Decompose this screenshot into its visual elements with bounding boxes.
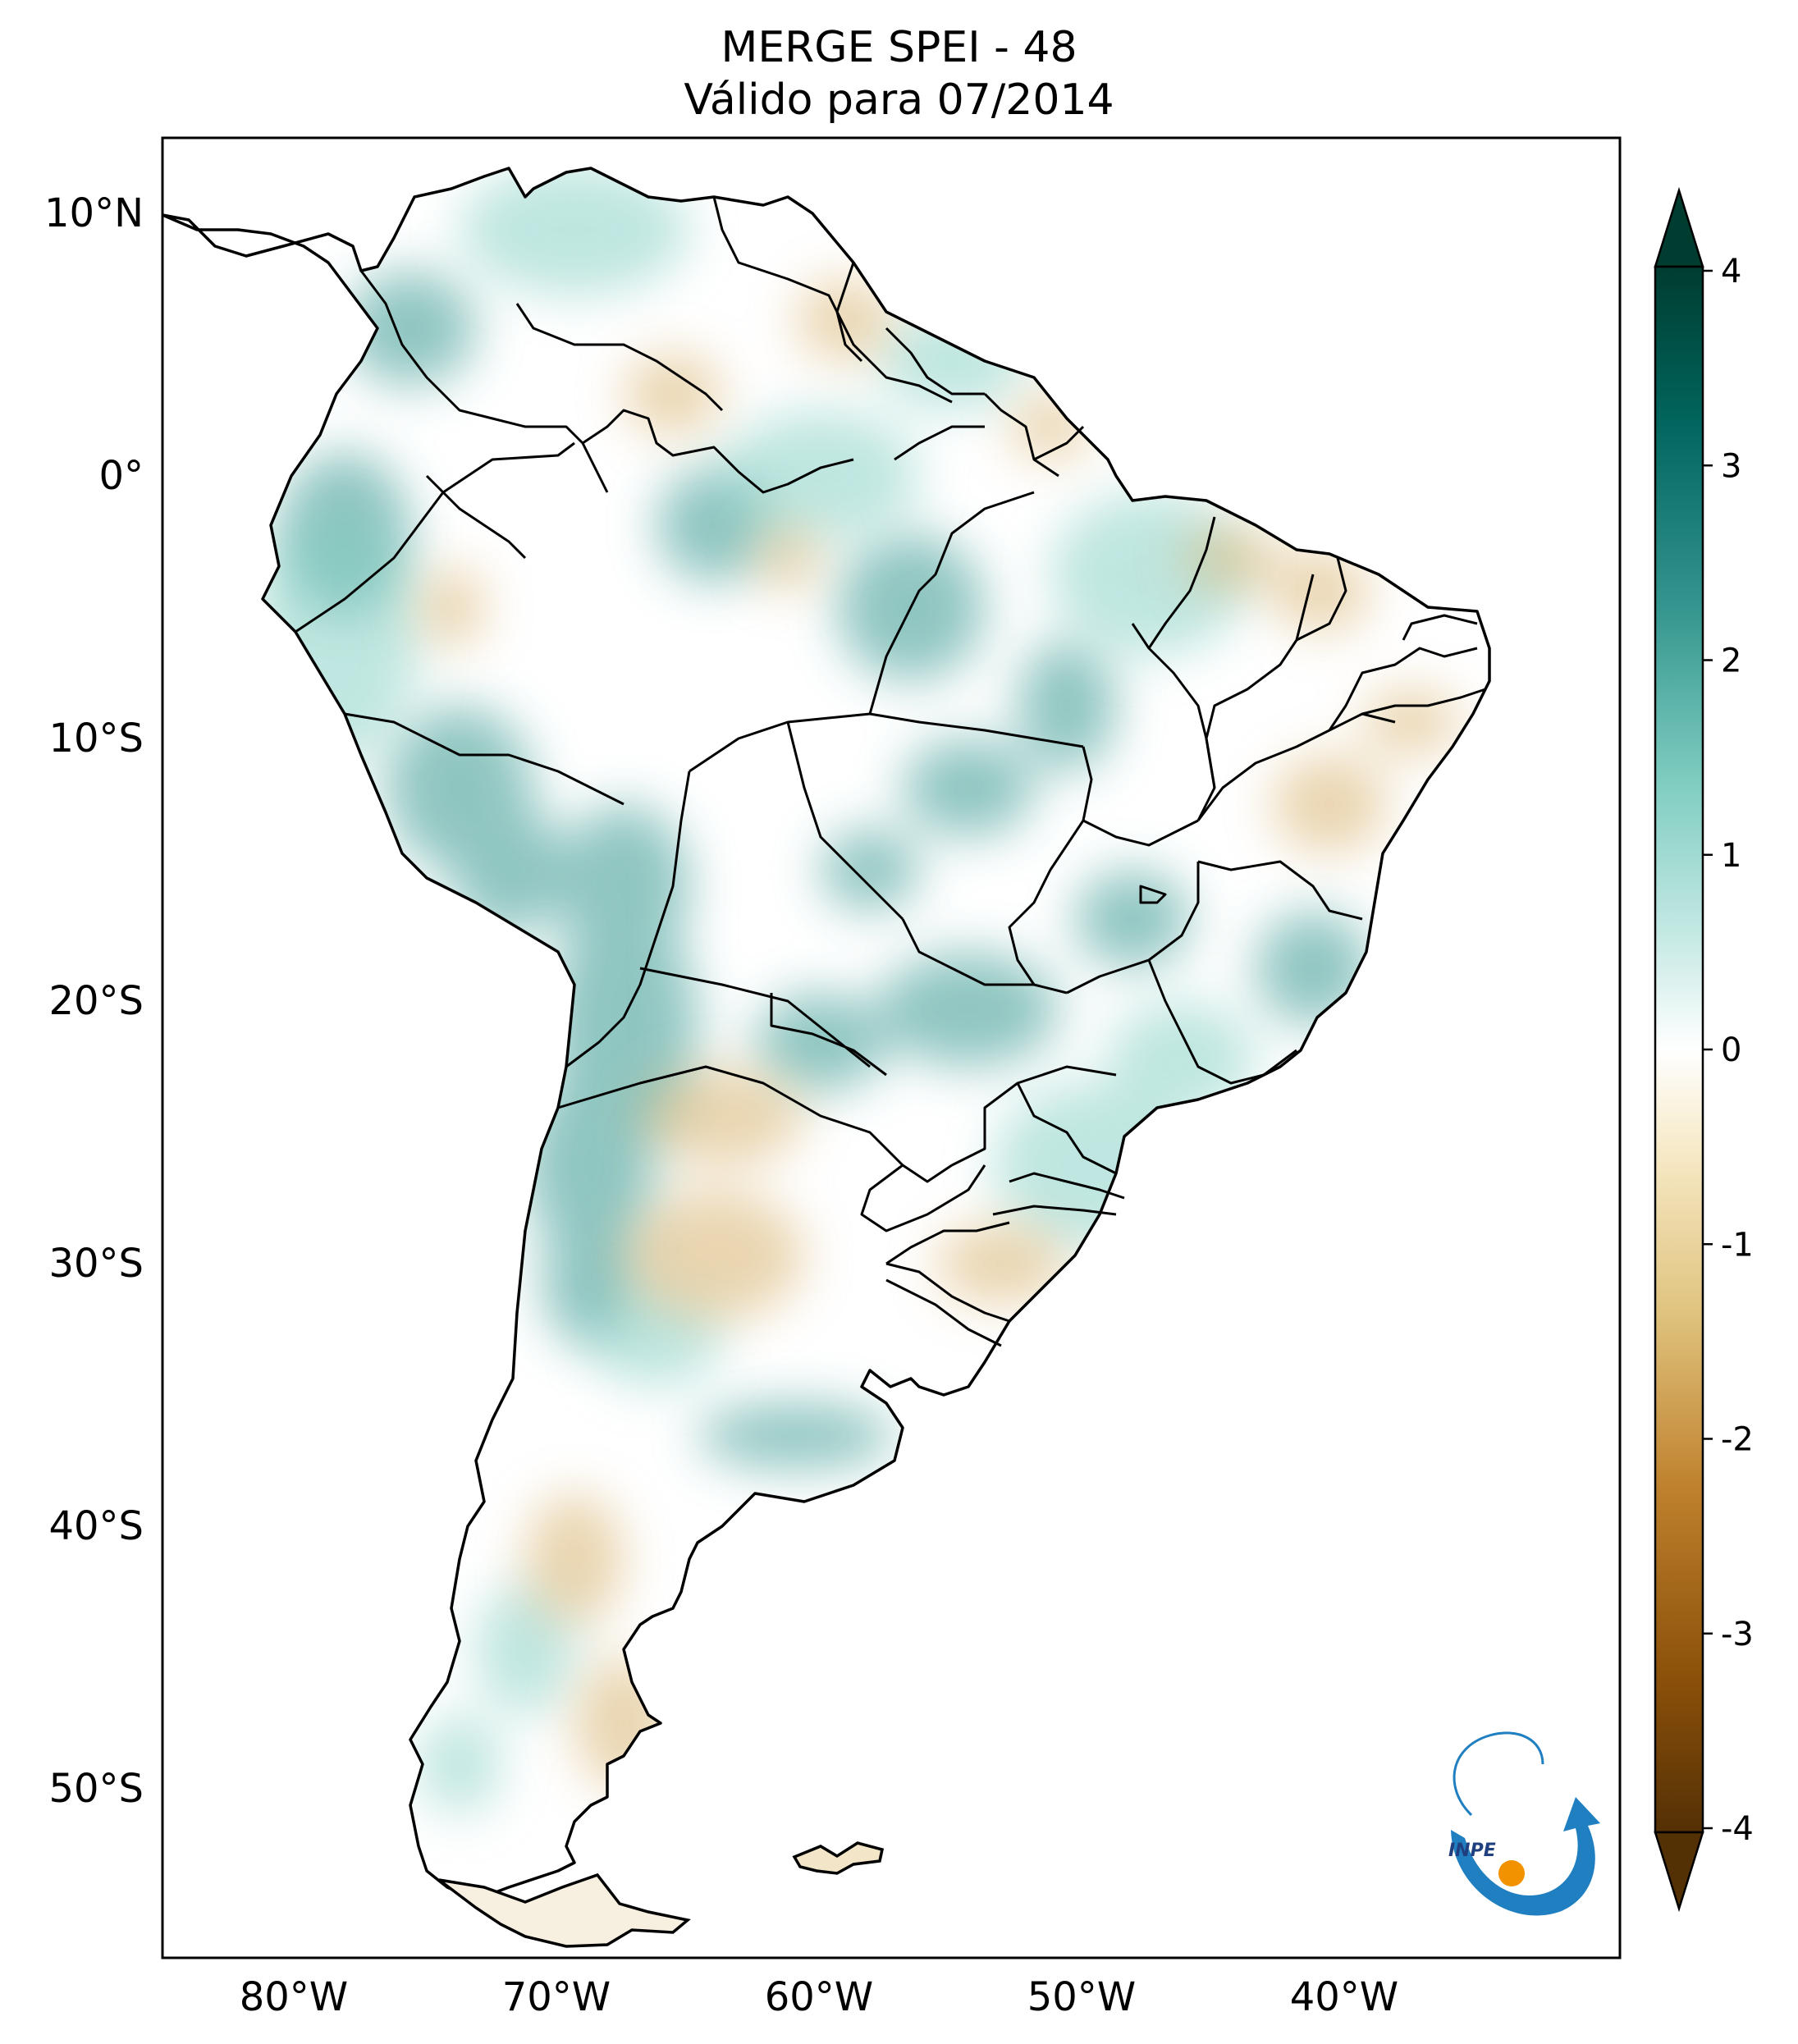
border-line <box>868 491 1035 715</box>
longitude-tick-labels: 80°W 70°W 60°W 50°W 40°W <box>240 1974 1399 2020</box>
border-line <box>565 771 691 1068</box>
border-line <box>344 712 624 806</box>
lat-tick-label: 0° <box>98 453 144 499</box>
border-line <box>1402 614 1478 641</box>
border-line <box>1009 1172 1125 1200</box>
border-line <box>1328 647 1478 731</box>
colorbar-tick-label: -4 <box>1721 1810 1754 1848</box>
border-line <box>1082 819 1199 847</box>
lat-tick-label: 10°N <box>44 190 144 236</box>
colorbar-tick-label: 2 <box>1721 642 1741 680</box>
border-line <box>712 196 953 404</box>
country-and-state-borders <box>295 196 1486 1347</box>
border-line <box>885 1278 1002 1347</box>
lat-tick-label: 10°S <box>48 716 144 761</box>
lon-tick-label: 40°W <box>1290 1974 1399 2020</box>
border-line <box>295 441 575 633</box>
colorbar-tick-label: 1 <box>1721 837 1741 875</box>
border-line <box>770 993 887 1077</box>
lon-tick-label: 60°W <box>765 1974 874 2020</box>
colorbar-upper-extension <box>1654 186 1704 268</box>
border-line <box>557 1065 953 1183</box>
colorbar-tick-label: 3 <box>1721 447 1741 485</box>
lon-tick-label: 50°W <box>1027 1974 1137 2020</box>
colorbar-tick-label: -2 <box>1721 1421 1754 1459</box>
inpe-logo-text: INPE <box>1448 1841 1496 1861</box>
lat-tick-label: 30°S <box>48 1241 144 1287</box>
lat-tick-label: 50°S <box>48 1766 144 1812</box>
border-line <box>992 1205 1117 1216</box>
border-line <box>786 721 904 921</box>
tierra-del-fuego <box>437 1873 691 1948</box>
border-line <box>425 474 527 560</box>
border-line <box>885 327 985 396</box>
border-line <box>894 425 985 461</box>
south-america-land <box>162 167 1491 1901</box>
colorbar-lower-extension <box>1654 1831 1704 1913</box>
map-frame <box>161 136 1622 1959</box>
border-line <box>951 1065 1117 1167</box>
lon-tick-label: 80°W <box>240 1974 349 2020</box>
colorbar-tick-label: -3 <box>1721 1616 1754 1653</box>
border-line <box>835 262 863 363</box>
border-line <box>582 409 854 494</box>
inpe-logo: INPE <box>1448 1731 1600 1916</box>
colorbar-tick-labels: 4 3 2 1 0 -1 -2 -3 -4 <box>1703 253 1754 1848</box>
colorbar-tick-label: 4 <box>1721 253 1741 290</box>
colorbar-tick-label: -1 <box>1721 1226 1754 1264</box>
map-subtitle: Válido para 07/2014 <box>684 75 1114 125</box>
border-line <box>983 392 1059 478</box>
lon-tick-label: 70°W <box>502 1974 611 2020</box>
border-line <box>1016 1082 1117 1175</box>
border-line <box>1066 862 1200 995</box>
colorbar-tick-label: 0 <box>1721 1031 1741 1069</box>
lat-tick-label: 40°S <box>48 1503 144 1549</box>
border-line <box>1296 557 1347 642</box>
lat-tick-label: 20°S <box>48 978 144 1024</box>
falklands-island <box>792 1841 885 1875</box>
border-line <box>1008 746 1093 985</box>
border-line <box>860 1164 986 1232</box>
border-line <box>1147 516 1216 649</box>
border-line <box>1139 885 1167 904</box>
border-line <box>885 1262 1010 1323</box>
border-line <box>359 270 609 493</box>
border-line <box>901 918 1068 995</box>
border-line <box>1033 425 1085 461</box>
map-title: MERGE SPEI - 48 <box>721 23 1077 72</box>
border-line <box>1361 688 1486 716</box>
border-line <box>1197 860 1363 921</box>
border-line <box>689 712 1084 773</box>
border-line <box>515 303 724 412</box>
latitude-tick-labels: 10°N 0° 10°S 20°S 30°S 40°S 50°S <box>44 190 144 1812</box>
border-line <box>1147 959 1297 1085</box>
border-line <box>885 1221 1010 1265</box>
colorbar: 4 3 2 1 0 -1 -2 -3 -4 <box>1654 186 1754 1913</box>
colorbar-body <box>1654 265 1704 1834</box>
